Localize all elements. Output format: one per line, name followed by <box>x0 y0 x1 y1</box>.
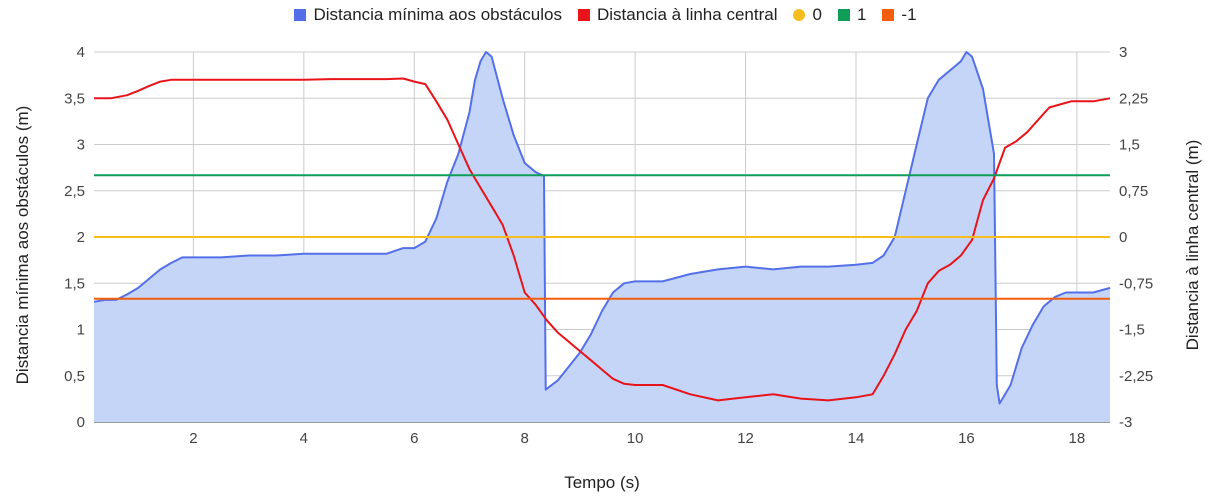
legend-item-min-distance[interactable]: Distancia mínima aos obstáculos <box>294 5 562 25</box>
series-line-1 <box>94 77 1111 402</box>
x-tick-label: 2 <box>189 430 197 447</box>
x-tick-label: 16 <box>958 430 975 447</box>
legend-label-minus-one: -1 <box>901 5 917 24</box>
series-line-0 <box>93 51 1111 405</box>
tick-labels: 0 0,5 1 1,5 2 2,5 3 3,5 4 -3 -2,25 -1,5 -0,75 0 0,75 1,… <box>64 44 1153 447</box>
legend-swatch-minus-one <box>882 9 895 21</box>
y-right-tick-label: 2,25 <box>1119 90 1148 107</box>
y-left-tick-label: 3 <box>77 137 85 154</box>
y-left-tick-label: 0,5 <box>64 368 85 385</box>
series-area-fill-0 <box>94 52 1110 422</box>
legend-item-one[interactable]: 1 <box>837 5 867 25</box>
x-tick-label: 14 <box>848 430 865 447</box>
y-left-tick-label: 2 <box>77 229 85 246</box>
x-axis-title: Tempo (s) <box>564 473 640 492</box>
y-axis-left-title: Distancia mínima aos obstáculos (m) <box>13 106 32 385</box>
x-tick-label: 8 <box>521 430 529 447</box>
y-right-tick-label: -0,75 <box>1119 275 1153 292</box>
x-tick-label: 4 <box>300 430 308 447</box>
legend-item-minus-one[interactable]: -1 <box>882 5 917 25</box>
legend: Distancia mínima aos obstáculos Distanci… <box>0 5 1211 25</box>
legend-item-center-distance[interactable]: Distancia à linha central <box>577 5 778 25</box>
x-tick-label: 12 <box>737 430 754 447</box>
y-right-tick-label: -3 <box>1119 414 1132 431</box>
y-left-tick-label: 1,5 <box>64 275 85 292</box>
y-left-tick-label: 3,5 <box>64 90 85 107</box>
legend-label-one: 1 <box>856 5 867 24</box>
legend-swatch-min-distance <box>294 9 307 21</box>
y-right-tick-label: 0,75 <box>1119 183 1148 200</box>
y-right-tick-label: -2,25 <box>1119 368 1153 385</box>
y-axis-right-title: Distancia à linha central (m) <box>1183 140 1202 351</box>
y-left-tick-label: 4 <box>77 44 85 61</box>
legend-label-min-distance: Distancia mínima aos obstáculos <box>313 5 562 24</box>
y-right-tick-label: 0 <box>1119 229 1127 246</box>
x-tick-label: 18 <box>1069 430 1086 447</box>
legend-item-zero[interactable]: 0 <box>793 5 822 25</box>
y-right-tick-label: 1,5 <box>1119 137 1140 154</box>
legend-swatch-zero <box>793 9 806 21</box>
x-tick-label: 10 <box>627 430 644 447</box>
y-right-tick-label: 3 <box>1119 44 1127 61</box>
x-tick-label: 6 <box>410 430 418 447</box>
y-left-tick-label: 1 <box>77 322 85 339</box>
legend-label-center-distance: Distancia à linha central <box>596 5 778 24</box>
plot-series <box>93 51 1111 422</box>
legend-label-zero: 0 <box>812 5 822 24</box>
legend-swatch-one <box>837 9 850 21</box>
y-left-tick-label: 2,5 <box>64 183 85 200</box>
y-left-tick-label: 0 <box>77 414 85 431</box>
legend-swatch-center-distance <box>577 9 590 21</box>
y-right-tick-label: -1,5 <box>1119 322 1145 339</box>
